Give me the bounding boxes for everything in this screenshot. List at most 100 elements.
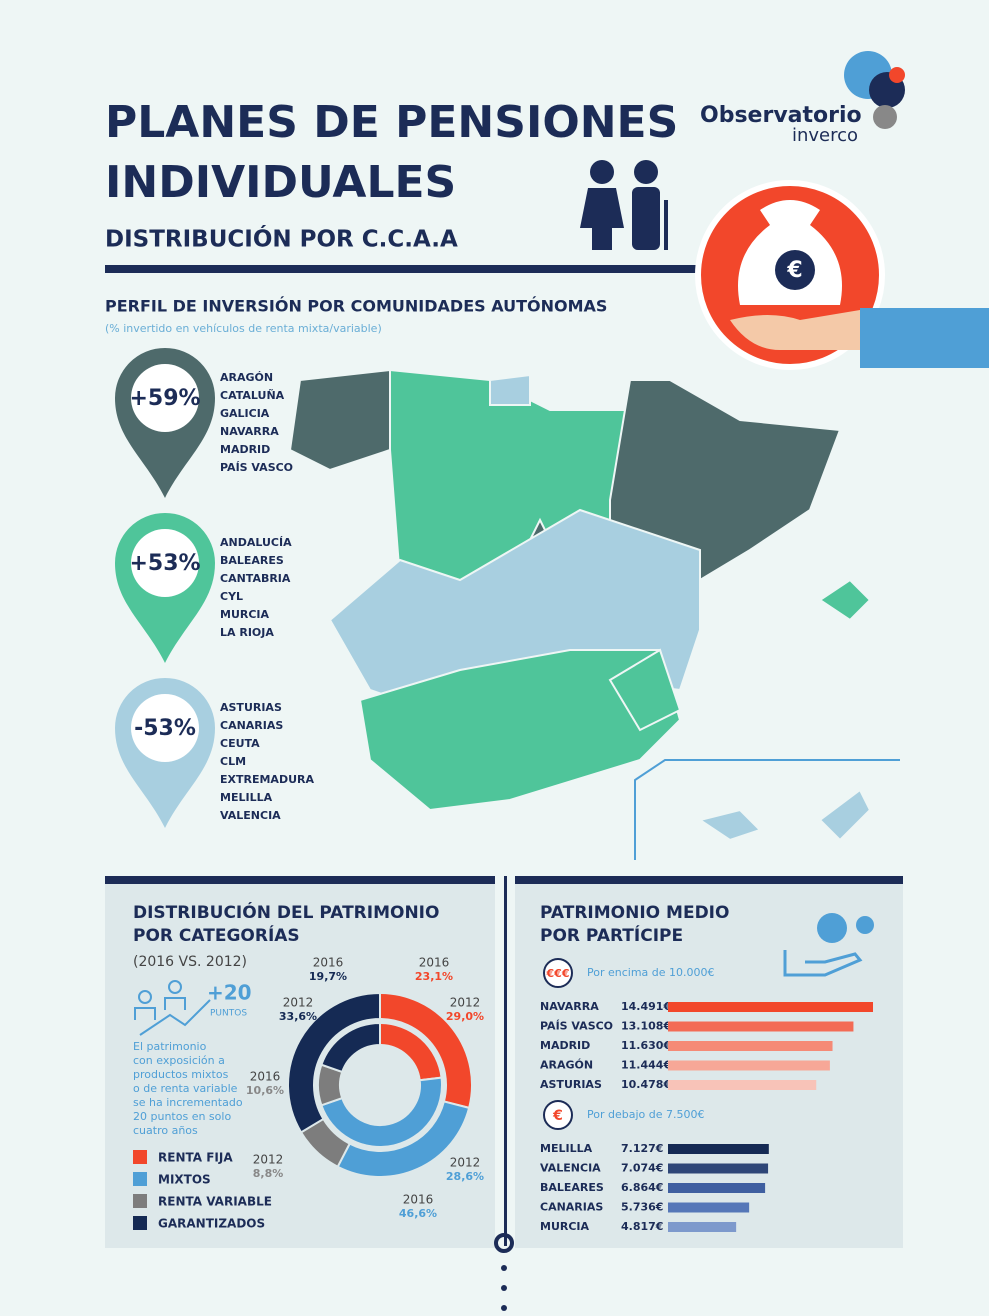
row-value: 11.444€ [621,1059,671,1072]
pin-center [131,694,199,762]
value-label: 19,7% [309,970,347,983]
value-label: 29,0% [446,1010,484,1023]
legend-label: RENTA VARIABLE [158,1195,272,1209]
row-name: MURCIA [540,1220,590,1233]
pin-center [131,529,199,597]
row-name: BALEARES [540,1181,604,1194]
donut: 201229,0%201228,6%20128,8%201233,6%20162… [246,956,484,1221]
bar [668,1163,769,1174]
region: CLM [220,755,246,768]
row-value: 7.074€ [621,1162,663,1175]
icon-circle [543,958,573,988]
panel-title: PATRIMONIO MEDIO [540,903,729,923]
value-label: 33,6% [279,1010,317,1023]
region: ASTURIAS [220,701,282,714]
pin-label: +53% [129,551,200,576]
value-label: 23,1% [415,970,453,983]
region: MURCIA [220,608,270,621]
description: productos mixtos [133,1068,229,1081]
donut-segment [320,1021,381,1074]
legend-swatch [133,1216,147,1230]
legend-swatch [133,1172,147,1186]
group-label: Por encima de 10.000€ [587,966,715,979]
row-name: PAÍS VASCO [540,1020,613,1033]
connector [494,1233,514,1311]
legend-swatch [133,1194,147,1208]
panel-bar [515,876,903,884]
icon: €€€ [546,967,570,980]
region: MADRID [220,443,270,456]
region: NAVARRA [220,425,279,438]
panel-title: DISTRIBUCIÓN DEL PATRIMONIO [133,901,439,923]
section-note: (% invertido en vehículos de renta mixta… [105,322,382,335]
row-name: MADRID [540,1039,590,1052]
logo: inverco [792,125,858,146]
row-name: ARAGÓN [540,1059,593,1072]
region: LA RIOJA [220,626,274,639]
region: CEUTA [220,737,260,750]
description: con exposición a [133,1054,225,1067]
subtitle: DISTRIBUCIÓN POR C.C.A.A [105,225,458,253]
year-label: 2012 [450,996,481,1010]
row-name: MELILLA [540,1142,593,1155]
group-label: Por debajo de 7.500€ [587,1108,704,1121]
row-value: 13.108€ [621,1020,671,1033]
value-label: 28,6% [446,1170,484,1183]
description: se ha incrementado [133,1096,243,1109]
region: PAÍS VASCO [220,461,293,474]
row-name: CANARIAS [540,1201,603,1214]
description: El patrimonio [133,1040,207,1053]
row-value: 10.478€ [621,1078,671,1091]
icon: € [552,1108,563,1124]
row-value: 4.817€ [621,1220,663,1233]
bar [668,1080,817,1090]
bar [668,1222,737,1232]
year-label: 2016 [419,956,450,970]
section-title: PERFIL DE INVERSIÓN POR COMUNIDADES AUTÓ… [105,297,607,316]
year-label: 2016 [403,1193,434,1207]
region: VALENCIA [220,809,281,822]
title: INDIVIDUALES [105,157,456,208]
people-icon [580,160,668,250]
row-value: 7.127€ [621,1142,663,1155]
title: PLANES DE PENSIONES [105,97,678,148]
region: ARAGÓN [220,371,273,384]
money-icon: € [695,180,989,370]
row-value: 14.491€ [621,1000,671,1013]
pin-label: -53% [134,716,196,741]
panel-bar [105,876,495,884]
region: GALICIA [220,407,270,420]
panel-separator [504,876,507,1246]
description: cuatro años [133,1124,198,1137]
period: (2016 VS. 2012) [133,954,247,970]
value-label: 8,8% [253,1167,284,1180]
logo: Observatorio [700,103,862,128]
year-label: 2016 [313,956,344,970]
bar [668,1183,766,1193]
points: +20 [207,981,252,1005]
map [288,368,900,860]
logo-dots [844,51,905,129]
description: 20 puntos en solo [133,1110,231,1123]
region: MELILLA [220,791,273,804]
description: o de renta variable [133,1082,238,1095]
icon-circle [543,1100,573,1130]
region: ANDALUCÍA [220,536,292,549]
legend-label: GARANTIZADOS [158,1217,265,1231]
growth-icon [134,980,211,1036]
bar [668,1021,854,1032]
legend-swatch [133,1150,147,1164]
row-name: NAVARRA [540,1000,599,1013]
value-label: 10,6% [246,1084,284,1097]
bar [668,1202,750,1213]
row-value: 11.630€ [621,1039,671,1052]
panel-title: POR PARTÍCIPE [540,924,683,946]
row-name: VALENCIA [540,1162,601,1175]
svg-text:€: € [786,258,802,283]
divider [105,265,705,273]
panel-title: POR CATEGORÍAS [133,924,300,946]
row-value: 5.736€ [621,1201,663,1214]
donut-segment [287,991,381,1134]
year-label: 2016 [250,1070,281,1084]
